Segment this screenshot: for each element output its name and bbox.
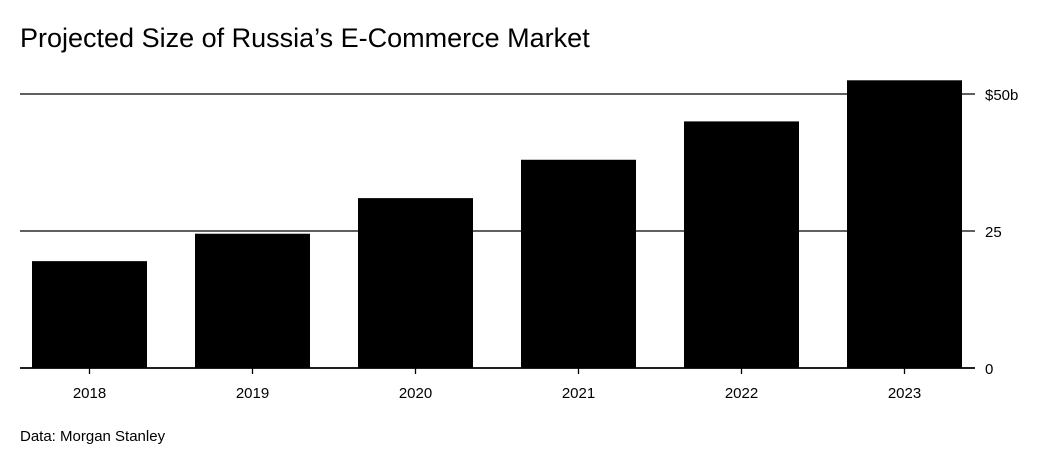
bar-2022 — [684, 121, 799, 369]
axes: $50b 25 0 2018 2019 2020 2021 2022 2023 — [20, 87, 1018, 402]
x-tick-label: 2018 — [73, 385, 106, 402]
bar-2023 — [847, 80, 962, 369]
bar-2021 — [521, 159, 636, 368]
x-tick-label: 2019 — [236, 385, 269, 402]
source-note: Data: Morgan Stanley — [20, 428, 166, 445]
bar-2020 — [358, 198, 473, 368]
gridlines — [20, 93, 975, 232]
x-tick-label: 2020 — [399, 385, 432, 402]
bar-2018 — [32, 261, 147, 368]
x-tick-label: 2023 — [888, 385, 921, 402]
x-tick-label: 2022 — [725, 385, 758, 402]
bar-2019 — [195, 233, 310, 368]
y-tick-label: $50b — [985, 87, 1018, 104]
x-tick-label: 2021 — [562, 385, 595, 402]
y-tick-label: 0 — [985, 361, 993, 378]
bars — [32, 80, 962, 369]
chart-title: Projected Size of Russia’s E-Commerce Ma… — [20, 23, 590, 53]
y-tick-label: 25 — [985, 224, 1002, 241]
